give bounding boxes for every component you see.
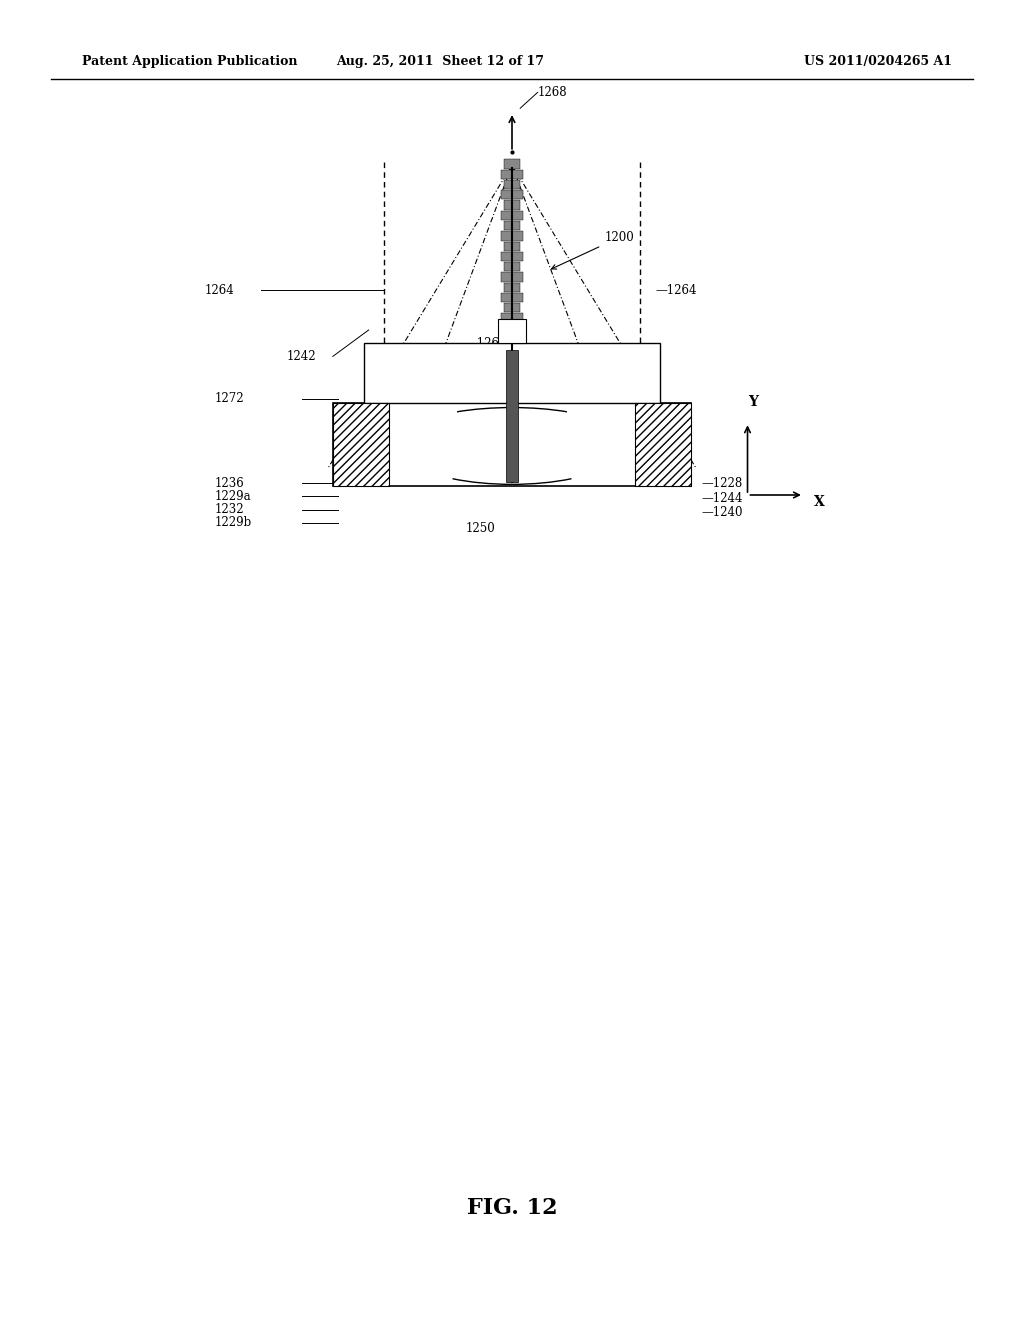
Text: —1228: —1228 bbox=[701, 477, 742, 490]
Text: 1264: 1264 bbox=[205, 284, 234, 297]
Bar bbox=[506, 350, 518, 482]
Bar bbox=[504, 282, 520, 292]
Text: FIG. 12: FIG. 12 bbox=[467, 1197, 557, 1218]
Text: 1229b: 1229b bbox=[215, 516, 252, 529]
Text: 1250: 1250 bbox=[466, 521, 496, 535]
Bar bbox=[635, 403, 691, 486]
Text: 1229a: 1229a bbox=[215, 490, 252, 503]
Text: —1244: —1244 bbox=[701, 492, 743, 506]
Text: 1242: 1242 bbox=[287, 350, 316, 363]
Bar bbox=[498, 319, 526, 343]
Bar bbox=[501, 293, 523, 302]
Bar bbox=[501, 231, 523, 240]
Bar bbox=[504, 180, 520, 189]
Text: —1264: —1264 bbox=[655, 284, 697, 297]
Text: US 2011/0204265 A1: US 2011/0204265 A1 bbox=[804, 55, 952, 69]
Bar bbox=[504, 242, 520, 251]
Bar bbox=[501, 272, 523, 281]
Bar bbox=[504, 220, 520, 230]
Text: X: X bbox=[814, 495, 824, 508]
Text: Aug. 25, 2011  Sheet 12 of 17: Aug. 25, 2011 Sheet 12 of 17 bbox=[336, 55, 545, 69]
Bar bbox=[501, 313, 523, 322]
Bar bbox=[504, 304, 520, 313]
Bar bbox=[501, 252, 523, 261]
Text: Patent Application Publication: Patent Application Publication bbox=[82, 55, 297, 69]
Bar bbox=[504, 263, 520, 272]
Text: 1236: 1236 bbox=[215, 477, 245, 490]
Text: —1260: —1260 bbox=[466, 337, 508, 350]
Text: —1240: —1240 bbox=[701, 506, 743, 519]
Text: 1272: 1272 bbox=[215, 392, 245, 405]
Bar bbox=[501, 334, 523, 343]
Text: —1280: —1280 bbox=[456, 358, 497, 371]
Bar bbox=[501, 211, 523, 220]
Text: Y: Y bbox=[748, 395, 758, 409]
Bar bbox=[364, 343, 660, 403]
Bar bbox=[504, 201, 520, 210]
Text: —1274: —1274 bbox=[568, 389, 610, 403]
Text: 1268: 1268 bbox=[538, 86, 567, 99]
Bar bbox=[333, 403, 389, 486]
Bar bbox=[501, 170, 523, 180]
Text: 1200: 1200 bbox=[552, 231, 634, 269]
Bar bbox=[504, 160, 520, 169]
Bar bbox=[504, 323, 520, 333]
Text: 1232: 1232 bbox=[215, 503, 245, 516]
Bar bbox=[501, 190, 523, 199]
Bar bbox=[333, 403, 691, 486]
